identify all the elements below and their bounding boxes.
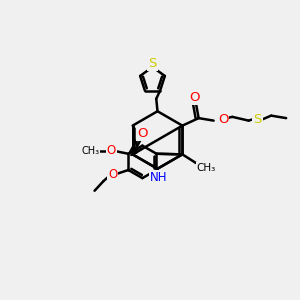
Text: O: O	[218, 113, 228, 126]
Text: O: O	[190, 91, 200, 104]
Text: NH: NH	[150, 171, 167, 184]
Text: O: O	[107, 143, 116, 157]
Text: S: S	[253, 113, 262, 126]
Text: CH₃: CH₃	[196, 163, 216, 172]
Text: S: S	[148, 57, 157, 70]
Text: O: O	[108, 169, 117, 182]
Text: O: O	[137, 127, 147, 140]
Text: CH₃: CH₃	[81, 146, 99, 156]
